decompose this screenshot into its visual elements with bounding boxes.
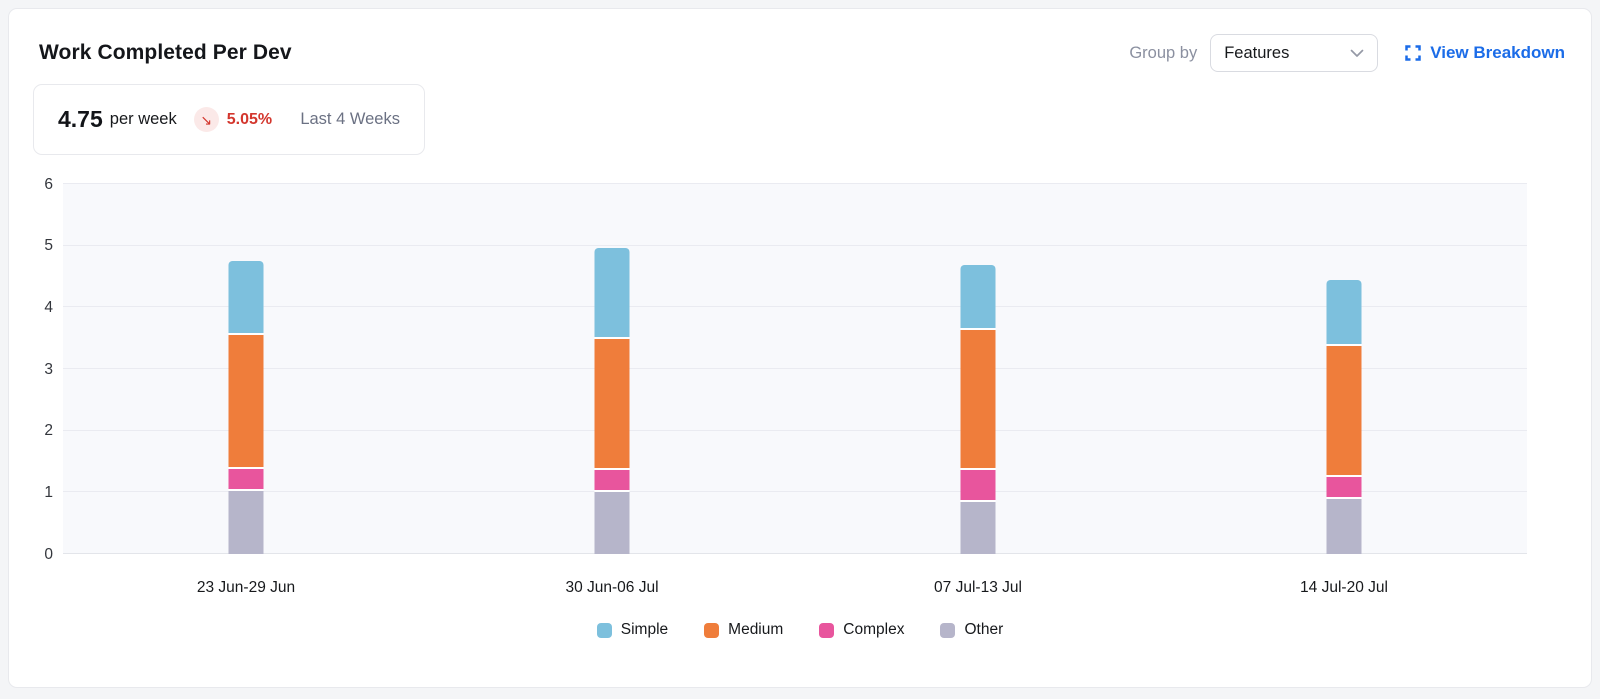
- legend-label: Other: [964, 621, 1004, 638]
- gridline: [63, 368, 1527, 369]
- bar-segment-simple[interactable]: [594, 248, 630, 337]
- stat-delta: 5.05%: [226, 110, 273, 128]
- bar-segment-simple[interactable]: [960, 265, 996, 329]
- expand-icon: [1405, 45, 1421, 61]
- x-axis-label: 07 Jul-13 Jul: [934, 579, 1022, 596]
- group-by-select[interactable]: Features: [1210, 34, 1379, 72]
- y-axis-tick-label: 5: [44, 236, 53, 254]
- bar-segment-medium[interactable]: [960, 328, 996, 468]
- view-breakdown-link[interactable]: View Breakdown: [1405, 43, 1565, 63]
- gridline: [63, 553, 1527, 554]
- y-axis-tick-label: 6: [44, 175, 53, 193]
- work-completed-card: Work Completed Per Dev Group by Features…: [8, 8, 1592, 688]
- legend-swatch-medium: [704, 622, 720, 638]
- y-axis: 0 1 2 3 4 5 6: [25, 176, 53, 561]
- bar-segment-other[interactable]: [594, 490, 630, 554]
- bar-segment-simple[interactable]: [228, 261, 264, 334]
- bar-segment-other[interactable]: [228, 489, 264, 554]
- gridline: [63, 429, 1527, 431]
- bar-segment-complex[interactable]: [1326, 475, 1362, 497]
- legend-item-simple[interactable]: Simple: [596, 621, 669, 639]
- legend-swatch-other: [940, 622, 956, 638]
- legend-label: Simple: [620, 621, 669, 638]
- legend-swatch-simple: [596, 622, 612, 638]
- bar-group-30-jun-06-jul: [594, 184, 630, 554]
- x-axis-label: 14 Jul-20 Jul: [1300, 579, 1388, 596]
- x-axis-label: 30 Jun-06 Jul: [565, 579, 659, 596]
- plot-area: [63, 183, 1527, 554]
- gridline: [63, 306, 1527, 308]
- bar-segment-medium[interactable]: [594, 336, 630, 468]
- x-axis-label: 23 Jun-29 Jun: [196, 579, 296, 596]
- summary-stat-card: 4.75 per week ↘ 5.05% Last 4 Weeks: [33, 84, 425, 155]
- legend-item-other[interactable]: Other: [940, 621, 1003, 639]
- gridline: [63, 244, 1527, 246]
- stat-period: Last 4 Weeks: [300, 110, 400, 128]
- header-controls: Group by Features View Breakdown: [1129, 34, 1565, 72]
- bar-segment-medium[interactable]: [228, 333, 264, 468]
- legend-label: Medium: [728, 621, 784, 638]
- y-axis-tick-label: 1: [44, 483, 53, 501]
- bar-segment-complex[interactable]: [960, 467, 996, 500]
- legend-item-medium[interactable]: Medium: [704, 621, 783, 639]
- bar-segment-other[interactable]: [1326, 496, 1362, 554]
- gridline: [63, 491, 1527, 493]
- stat-value: 4.75: [58, 106, 103, 132]
- x-axis: 23 Jun-29 Jun 30 Jun-06 Jul 07 Jul-13 Jul 1…: [63, 579, 1527, 597]
- bar-group-14-jul-20-jul: [1326, 184, 1362, 554]
- legend-item-complex[interactable]: Complex: [819, 621, 904, 639]
- bar-group-23-jun-29-jun: [228, 184, 264, 554]
- bar-segment-complex[interactable]: [228, 467, 264, 490]
- stat-unit: per week: [109, 110, 177, 128]
- y-axis-tick-label: 4: [44, 298, 53, 316]
- view-breakdown-label: View Breakdown: [1430, 43, 1565, 62]
- chart-legend: Simple Medium Complex Other: [25, 621, 1575, 639]
- legend-label: Complex: [843, 621, 905, 638]
- y-axis-tick-label: 3: [44, 360, 53, 378]
- legend-swatch-complex: [819, 622, 835, 638]
- group-by-label: Group by: [1129, 43, 1198, 62]
- gridline: [63, 183, 1527, 184]
- bar-segment-other[interactable]: [960, 499, 996, 554]
- group-by-selected-value: Features: [1224, 43, 1290, 62]
- bar-segment-medium[interactable]: [1326, 343, 1362, 476]
- bar-segment-complex[interactable]: [594, 467, 630, 491]
- chevron-down-icon: [1350, 49, 1364, 58]
- page-title: Work Completed Per Dev: [39, 41, 292, 64]
- stacked-bar-chart: 0 1 2 3 4 5 6 23 Jun-29 Jun 30 Jun-06 Jul 07 Jul…: [25, 176, 1575, 654]
- arrow-down-right-icon: ↘: [193, 107, 219, 132]
- bar-segment-simple[interactable]: [1326, 279, 1362, 344]
- y-axis-tick-label: 2: [44, 421, 53, 439]
- card-header: Work Completed Per Dev Group by Features…: [39, 34, 1565, 72]
- bar-group-07-jul-13-jul: [960, 184, 996, 554]
- y-axis-tick-label: 0: [44, 545, 53, 563]
